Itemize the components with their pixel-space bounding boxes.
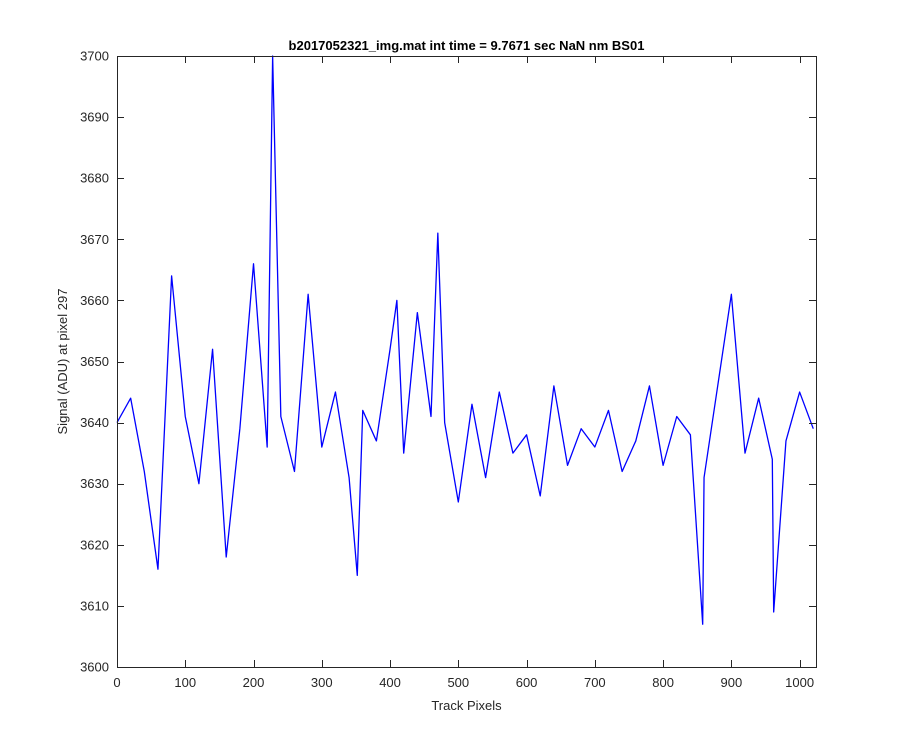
ticks-layer: 0 100 200 300 400 500 600 700 800 900 1000 3600 3610… xyxy=(80,49,816,690)
y-tick-label: 3640 xyxy=(80,415,109,430)
x-tick-label: 600 xyxy=(516,675,538,690)
x-tick-label: 900 xyxy=(721,675,743,690)
y-tick-label: 3680 xyxy=(80,171,109,186)
x-tick-label: 0 xyxy=(113,675,120,690)
y-tick-label: 3690 xyxy=(80,110,109,125)
series-layer xyxy=(116,55,814,625)
y-tick-label: 3600 xyxy=(80,660,109,675)
y-tick-label: 3630 xyxy=(80,476,109,491)
x-tick-label: 1000 xyxy=(785,675,814,690)
x-axis-label: Track Pixels xyxy=(431,698,502,713)
y-tick-label: 3650 xyxy=(80,354,109,369)
series-line xyxy=(116,55,814,625)
y-tick-label: 3670 xyxy=(80,232,109,247)
y-axis-label: Signal (ADU) at pixel 297 xyxy=(55,289,70,435)
x-tick-label: 800 xyxy=(652,675,674,690)
axes-background xyxy=(117,56,816,667)
x-tick-label: 700 xyxy=(584,675,606,690)
x-tick-label: 400 xyxy=(379,675,401,690)
y-tick-label: 3620 xyxy=(80,537,109,552)
y-tick-label: 3660 xyxy=(80,293,109,308)
x-tick-label: 300 xyxy=(311,675,333,690)
x-tick-label: 500 xyxy=(447,675,469,690)
y-tick-label: 3610 xyxy=(80,598,109,613)
x-tick-label: 100 xyxy=(174,675,196,690)
y-tick-label: 3700 xyxy=(80,49,109,64)
x-tick-label: 200 xyxy=(243,675,265,690)
chart-title: b2017052321_img.mat int time = 9.7671 se… xyxy=(289,38,645,53)
